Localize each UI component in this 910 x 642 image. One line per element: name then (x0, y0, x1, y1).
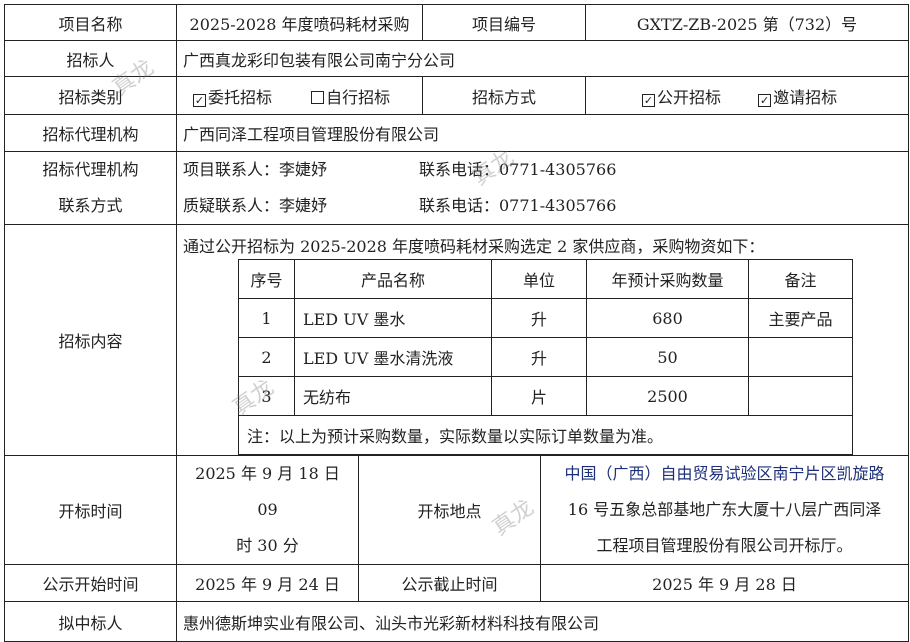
checkbox-checked-icon[interactable]: ✓ (193, 93, 206, 107)
option-self[interactable]: 自行招标 (311, 88, 390, 107)
table-row: 3 无纺布片 2500 (238, 376, 853, 416)
checkbox-checked-icon[interactable]: ✓ (758, 93, 772, 107)
agency-contact-info: 项目联系人：李婕妤 联系电话：0771-4305766 质疑联系人：李婕妤 联系电话… (175, 151, 910, 225)
checkbox-checked-icon[interactable]: ✓ (642, 93, 656, 107)
header-product: 产品名称 (294, 259, 492, 299)
winner-label: 拟中标人 (4, 601, 177, 642)
header-quantity: 年预计采购数量 (586, 259, 749, 299)
query-phone: 联系电话：0771-4305766 (419, 196, 617, 215)
opening-time-label: 开标时间 (4, 455, 177, 565)
tender-method-label: 招标方式 (421, 76, 587, 115)
tenderer-label: 招标人 (4, 40, 177, 77)
query-contact: 质疑联系人：李婕妤 (183, 196, 328, 215)
publicity-end-label: 公示截止时间 (358, 564, 541, 602)
option-public[interactable]: ✓ 公开招标 (642, 87, 722, 107)
content-note: 注：以上为预计采购数量，实际数量以实际订单数量为准。 (238, 415, 853, 455)
project-no-value: GXTZ-ZB-2025 第（732）号 (585, 4, 910, 41)
project-contact: 项目联系人：李婕妤 (183, 160, 328, 179)
tender-category-label: 招标类别 (4, 76, 177, 115)
table-row: 2 LED UV 墨水清洗液升 50 (238, 337, 853, 377)
option-entrusted[interactable]: ✓ 委托招标 (193, 87, 273, 107)
tender-method-options: ✓ 公开招标 ✓ 邀请招标 (585, 76, 910, 115)
opening-time-value: 2025 年 9 月 18 日 09 时 30 分 (176, 455, 359, 565)
content-cell: 通过公开招标为 2025-2028 年度喷码耗材采购选定 2 家供应商，采购物资… (175, 224, 910, 456)
tenderer-value: 广西真龙彩印包装有限公司南宁分公司 (175, 40, 910, 77)
publicity-start-value: 2025 年 9 月 24 日 (176, 564, 359, 602)
publicity-end-value: 2025 年 9 月 28 日 (539, 564, 910, 602)
winner-value: 惠州德斯坤实业有限公司、汕头市光彩新材料科技有限公司 (175, 601, 910, 642)
project-phone: 联系电话：0771-4305766 (419, 160, 617, 179)
agency-value: 广西同泽工程项目管理股份有限公司 (175, 114, 910, 152)
tender-category-options: ✓ 委托招标 自行招标 (176, 76, 423, 115)
project-name-label: 项目名称 (4, 4, 177, 41)
header-no: 序号 (238, 259, 295, 299)
bid-result-table: 项目名称 2025-2028 年度喷码耗材采购 项目编号 GXTZ-ZB-202… (4, 4, 910, 642)
checkbox-unchecked-icon[interactable] (311, 90, 325, 104)
project-no-label: 项目编号 (421, 4, 587, 41)
table-row: 1 LED UV 墨水升 680 主要产品 (238, 298, 853, 338)
publicity-start-label: 公示开始时间 (4, 564, 177, 602)
materials-table: 序号 产品名称 单位 年预计采购数量 备注 1 LED UV 墨水升 680 主要产品… (238, 259, 853, 455)
content-label: 招标内容 (4, 224, 177, 456)
materials-header-row: 序号 产品名称 单位 年预计采购数量 备注 (238, 259, 853, 299)
opening-place-label: 开标地点 (358, 455, 541, 565)
content-intro: 通过公开招标为 2025-2028 年度喷码耗材采购选定 2 家供应商，采购物资… (183, 237, 765, 256)
header-unit: 单位 (491, 259, 587, 299)
agency-label: 招标代理机构 (4, 114, 177, 152)
header-remark: 备注 (748, 259, 853, 299)
option-invited[interactable]: ✓ 邀请招标 (758, 87, 838, 107)
project-name-value: 2025-2028 年度喷码耗材采购 (176, 4, 423, 41)
agency-contact-label: 招标代理机构 联系方式 (4, 151, 177, 225)
opening-place-value: 中国（广西）自由贸易试验区南宁片区凯旋路 16 号五象总部基地广东大厦十八层广西同… (539, 455, 910, 565)
